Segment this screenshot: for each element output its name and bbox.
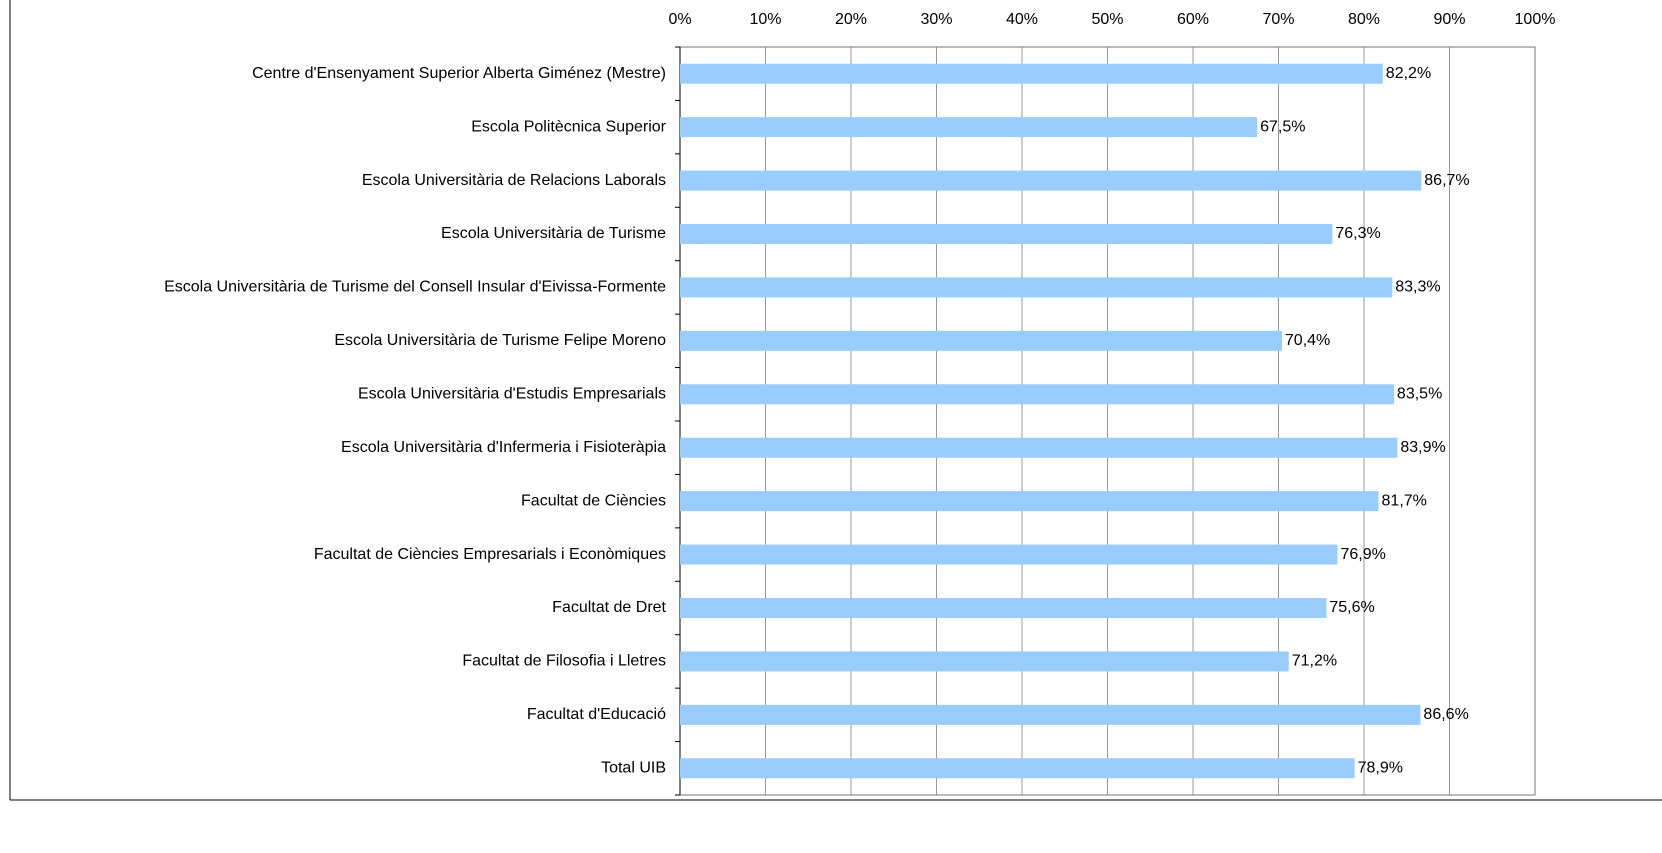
bar bbox=[680, 704, 1421, 725]
x-tick-label: 80% bbox=[1348, 11, 1380, 28]
x-tick-label: 30% bbox=[920, 11, 952, 28]
y-tick-label: Escola Universitària de Turisme Felipe M… bbox=[334, 332, 666, 349]
x-tick-label: 0% bbox=[668, 11, 691, 28]
value-label: 70,4% bbox=[1285, 332, 1330, 349]
value-label: 83,9% bbox=[1400, 439, 1445, 456]
bar bbox=[680, 330, 1282, 351]
value-label: 83,3% bbox=[1395, 279, 1440, 296]
value-label: 76,9% bbox=[1340, 546, 1385, 563]
y-tick-label: Facultat de Filosofia i Lletres bbox=[462, 653, 666, 670]
value-label: 82,2% bbox=[1386, 65, 1431, 82]
x-tick-label: 100% bbox=[1515, 11, 1556, 28]
bar bbox=[680, 491, 1379, 512]
value-label: 81,7% bbox=[1382, 492, 1427, 509]
value-label: 75,6% bbox=[1329, 599, 1374, 616]
bar bbox=[680, 544, 1338, 565]
bar bbox=[680, 651, 1289, 672]
x-tick-label: 70% bbox=[1262, 11, 1294, 28]
value-label: 83,5% bbox=[1397, 386, 1442, 403]
bar bbox=[680, 437, 1398, 458]
value-label: 78,9% bbox=[1358, 760, 1403, 777]
y-tick-label: Facultat d'Educació bbox=[527, 706, 666, 723]
y-tick-label: Facultat de Dret bbox=[552, 599, 666, 616]
y-tick-label: Escola Universitària d'Estudis Empresari… bbox=[358, 386, 666, 403]
y-tick-label: Escola Politècnica Superior bbox=[471, 118, 666, 135]
x-tick-label: 10% bbox=[749, 11, 781, 28]
y-tick-label: Centre d'Ensenyament Superior Alberta Gi… bbox=[252, 65, 666, 82]
y-tick-label: Total UIB bbox=[601, 760, 666, 777]
x-tick-label: 20% bbox=[835, 11, 867, 28]
bar bbox=[680, 63, 1383, 84]
y-tick-label: Escola Universitària de Turisme bbox=[441, 225, 666, 242]
bar bbox=[680, 384, 1394, 405]
y-tick-label: Escola Universitària de Relacions Labora… bbox=[362, 172, 666, 189]
value-label: 71,2% bbox=[1292, 653, 1337, 670]
bar bbox=[680, 170, 1422, 191]
bar bbox=[680, 224, 1333, 244]
bar bbox=[680, 117, 1258, 138]
y-tick-label: Escola Universitària de Turisme del Cons… bbox=[164, 279, 666, 296]
x-tick-label: 60% bbox=[1177, 11, 1209, 28]
value-label: 67,5% bbox=[1260, 118, 1305, 135]
bar bbox=[680, 758, 1355, 779]
y-tick-label: Facultat de Ciències Empresarials i Econ… bbox=[314, 546, 666, 563]
y-tick-label: Escola Universitària d'Infermeria i Fisi… bbox=[341, 439, 666, 456]
y-tick-label: Facultat de Ciències bbox=[521, 492, 666, 509]
value-label: 76,3% bbox=[1335, 225, 1380, 242]
x-tick-label: 40% bbox=[1006, 11, 1038, 28]
bar bbox=[680, 277, 1393, 298]
value-label: 86,7% bbox=[1424, 172, 1469, 189]
x-tick-label: 90% bbox=[1433, 11, 1465, 28]
x-tick-label: 50% bbox=[1091, 11, 1123, 28]
value-label: 86,6% bbox=[1423, 706, 1468, 723]
bar bbox=[680, 598, 1327, 618]
